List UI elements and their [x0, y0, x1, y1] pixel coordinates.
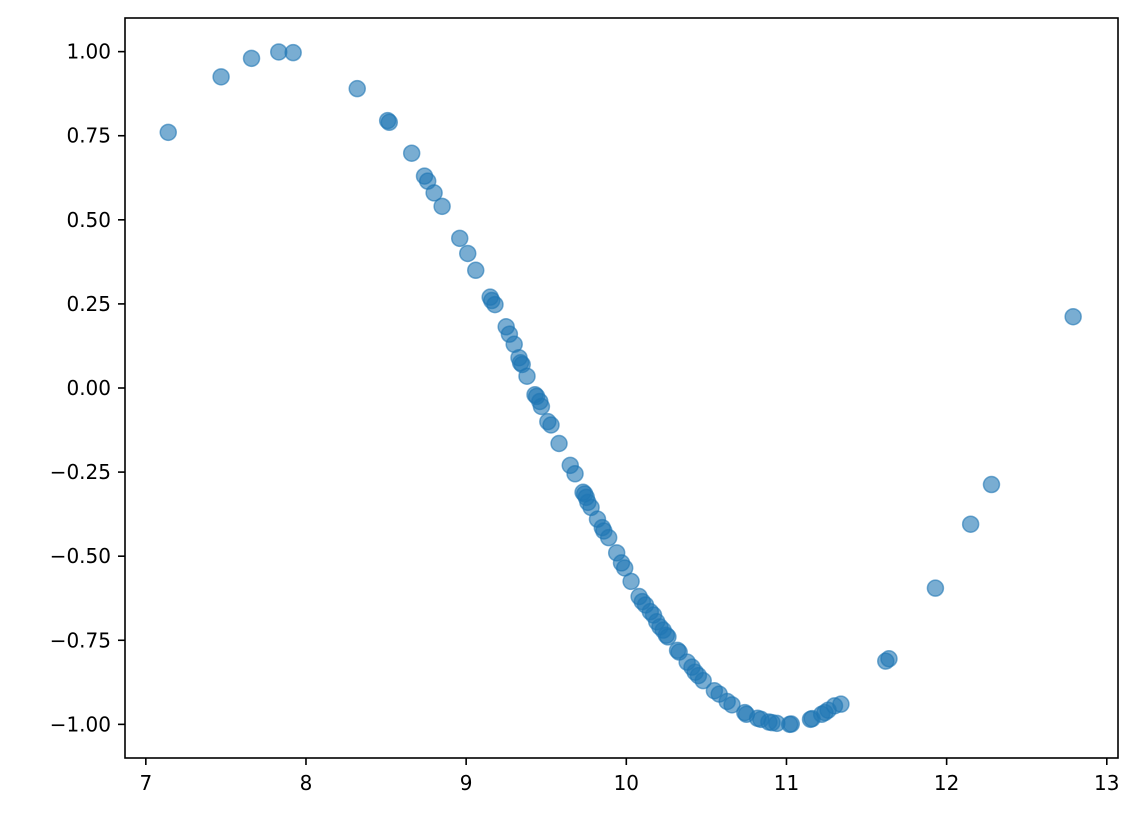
data-point: [450, 229, 469, 248]
data-point: [284, 43, 302, 62]
data-point: [433, 197, 451, 216]
data-point: [348, 79, 366, 98]
data-point: [659, 628, 677, 646]
data-point: [566, 465, 584, 483]
x-tick-label: 7: [139, 771, 152, 795]
data-point: [212, 68, 230, 86]
data-point: [486, 295, 504, 314]
x-tick-label: 9: [460, 771, 473, 795]
data-point: [926, 579, 945, 597]
data-point: [1064, 307, 1082, 326]
data-point: [694, 671, 712, 690]
data-point: [242, 49, 261, 68]
data-point: [599, 528, 618, 547]
x-tick-label: 11: [774, 771, 799, 795]
x-tick-label: 10: [614, 771, 639, 795]
x-tick-label: 13: [1094, 771, 1119, 795]
data-point: [880, 650, 898, 668]
y-tick-label: 1.00: [66, 40, 111, 64]
y-tick-label: −0.50: [50, 544, 111, 568]
data-point: [402, 144, 421, 162]
data-point: [782, 715, 801, 733]
x-tick-label: 12: [934, 771, 959, 795]
y-tick-label: 0.00: [66, 376, 111, 400]
y-tick-label: 0.75: [66, 124, 111, 148]
y-tick-label: −1.00: [50, 712, 111, 736]
x-axis: 7 8 9 10 11 12 13: [139, 758, 1120, 795]
data-point: [159, 123, 177, 142]
data-point: [542, 416, 560, 434]
data-point: [832, 695, 850, 713]
y-axis: 1.00 0.75 0.50 0.25 0.00 −0.25 −0.50 −0.75 −1.00: [50, 40, 125, 736]
data-point: [723, 696, 741, 714]
data-point: [961, 515, 980, 533]
data-point: [982, 475, 1001, 494]
data-point: [458, 244, 477, 263]
points-layer: [159, 43, 1082, 734]
data-point: [518, 367, 536, 385]
y-tick-label: 0.25: [66, 292, 111, 316]
data-point: [622, 572, 640, 591]
data-point: [467, 261, 485, 280]
y-tick-label: −0.25: [50, 460, 111, 484]
plot-frame: [124, 17, 1119, 759]
data-point: [425, 184, 443, 202]
y-tick-label: 0.50: [66, 208, 111, 232]
data-point: [270, 43, 288, 61]
x-tick-label: 8: [300, 771, 313, 795]
data-point: [550, 434, 568, 453]
y-tick-label: −0.75: [50, 628, 111, 652]
data-point: [532, 397, 551, 416]
data-point: [380, 113, 399, 132]
